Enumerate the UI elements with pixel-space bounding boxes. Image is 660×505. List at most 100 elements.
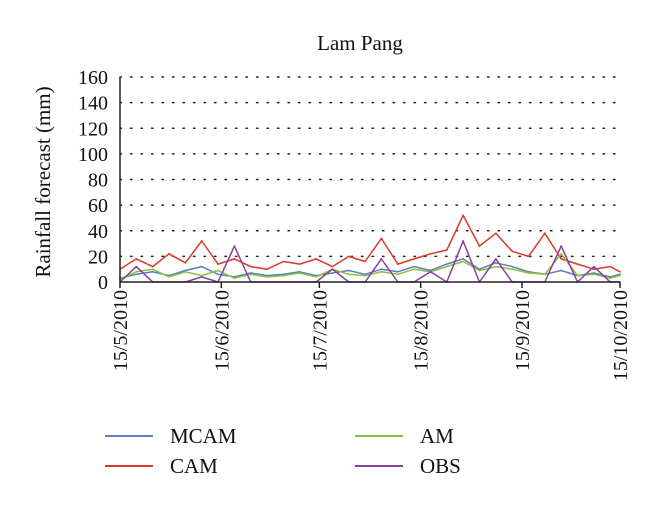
legend-label-mcam: MCAM xyxy=(170,424,237,448)
data-point xyxy=(347,273,350,276)
data-point xyxy=(413,265,415,268)
data-point xyxy=(619,274,621,277)
data-point xyxy=(494,258,497,260)
data-point xyxy=(511,265,514,268)
data-point xyxy=(380,270,383,273)
data-point xyxy=(282,274,285,277)
data-point xyxy=(527,272,530,274)
data-point xyxy=(217,269,219,272)
data-point xyxy=(462,240,464,242)
data-point xyxy=(168,252,170,255)
data-point xyxy=(380,258,383,260)
data-point xyxy=(249,273,252,276)
gridlines xyxy=(119,76,621,258)
data-point xyxy=(478,245,481,248)
data-point xyxy=(396,270,399,273)
data-point xyxy=(135,270,138,273)
data-point xyxy=(494,261,497,264)
series-layer xyxy=(119,214,621,283)
axes xyxy=(119,77,620,283)
data-point xyxy=(135,273,138,276)
data-point xyxy=(462,214,464,217)
data-point xyxy=(593,272,595,274)
data-point xyxy=(266,276,268,278)
data-point xyxy=(364,260,366,263)
data-point xyxy=(200,276,203,278)
data-point xyxy=(462,260,464,263)
data-point xyxy=(168,276,170,278)
data-point xyxy=(347,269,350,272)
data-point xyxy=(331,265,334,268)
data-point xyxy=(527,255,530,258)
data-point xyxy=(619,270,621,273)
data-point xyxy=(560,252,563,255)
x-tick-label: 15/8/2010 xyxy=(411,290,433,371)
x-tick-label: 15/10/2010 xyxy=(610,290,632,381)
series-points-cam xyxy=(119,214,621,273)
series-line-obs xyxy=(119,240,620,283)
data-point xyxy=(593,265,595,268)
data-point xyxy=(593,273,595,276)
y-tick-label: 80 xyxy=(88,170,108,192)
data-point xyxy=(249,265,252,268)
data-point xyxy=(315,276,317,278)
data-point xyxy=(543,273,546,276)
data-point xyxy=(200,240,203,242)
data-point xyxy=(217,263,219,265)
data-point xyxy=(184,269,187,272)
data-point xyxy=(184,270,187,273)
data-point xyxy=(233,258,236,260)
x-tick-labels: 15/5/2010 15/6/2010 15/7/2010 15/8/2010 15/9… xyxy=(110,282,632,381)
x-tick-label: 15/5/2010 xyxy=(110,290,132,371)
y-tick-label: 140 xyxy=(78,93,108,115)
x-tick-label: 15/9/2010 xyxy=(512,290,534,371)
data-point xyxy=(151,268,154,271)
data-point xyxy=(282,273,285,276)
data-point xyxy=(396,273,399,276)
data-point xyxy=(511,268,514,271)
y-axis-label: Rainfall forecast (mm) xyxy=(31,86,55,277)
chart-title: Lam Pang xyxy=(317,31,403,55)
legend-label-cam: CAM xyxy=(170,454,218,478)
data-point xyxy=(494,265,497,268)
x-tick-label: 15/6/2010 xyxy=(211,290,233,371)
data-point xyxy=(413,268,415,271)
data-point xyxy=(331,268,334,271)
data-point xyxy=(445,263,448,265)
data-point xyxy=(560,269,563,272)
data-point xyxy=(413,258,415,260)
data-point xyxy=(347,255,350,258)
data-point xyxy=(445,249,448,251)
data-point xyxy=(233,277,236,280)
data-point xyxy=(543,232,546,235)
series-points-obs xyxy=(119,240,621,283)
data-point xyxy=(282,260,285,263)
data-point xyxy=(511,250,514,253)
data-point xyxy=(266,274,268,277)
y-tick-label: 20 xyxy=(88,246,108,268)
data-point xyxy=(576,263,579,265)
legend: MCAM CAM AM OBS xyxy=(105,424,461,478)
data-point xyxy=(315,258,317,260)
data-point xyxy=(429,252,432,255)
y-tick-label: 40 xyxy=(88,221,108,243)
data-point xyxy=(184,261,187,264)
data-point xyxy=(576,274,579,277)
y-tick-label: 0 xyxy=(98,272,108,294)
data-point xyxy=(560,258,563,260)
data-point xyxy=(135,258,138,260)
data-point xyxy=(217,273,219,276)
data-point xyxy=(233,245,236,248)
y-tick-label: 120 xyxy=(78,118,108,140)
data-point xyxy=(462,258,464,260)
data-point xyxy=(609,265,612,268)
x-tick-label: 15/7/2010 xyxy=(309,290,331,371)
data-point xyxy=(380,268,383,271)
data-point xyxy=(593,268,595,271)
data-point xyxy=(298,272,301,274)
data-point xyxy=(249,272,252,274)
data-point xyxy=(135,265,138,268)
data-point xyxy=(200,265,203,268)
series-line-cam xyxy=(119,214,621,273)
